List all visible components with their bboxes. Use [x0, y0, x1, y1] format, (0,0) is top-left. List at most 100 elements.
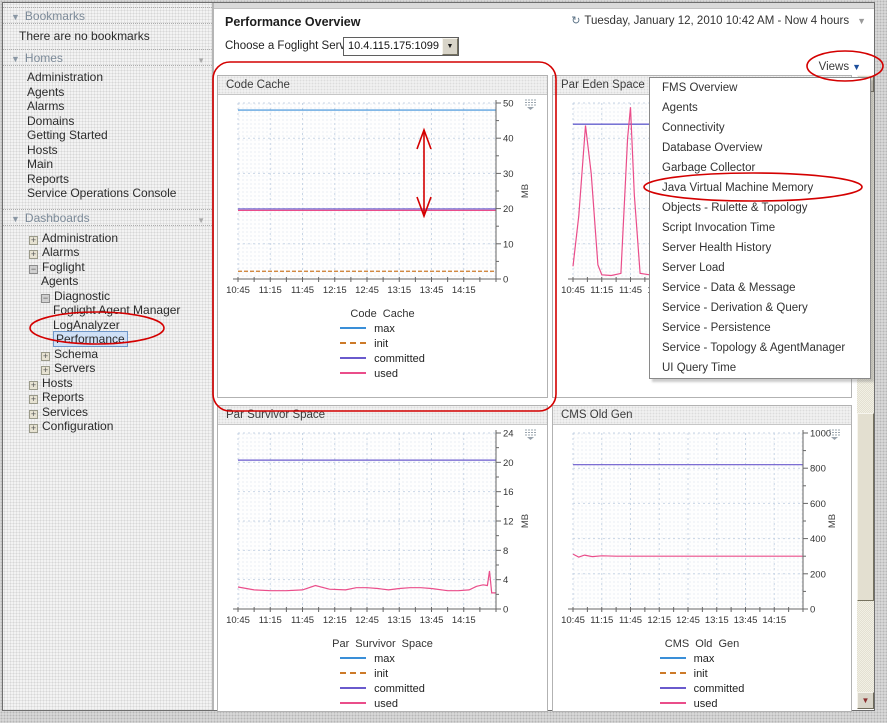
tree-item-diagnostic[interactable]: − Diagnostic	[3, 289, 212, 304]
legend-label: committed	[374, 353, 425, 365]
sidebar-item-alarms[interactable]: Alarms	[27, 99, 65, 113]
sidebar-item-agents[interactable]: Agents	[27, 84, 65, 99]
chart-options-icon[interactable]	[828, 429, 841, 440]
legend: max init committed used	[340, 322, 425, 382]
collapse-arrow-icon: ▼	[11, 12, 20, 22]
menu-item-ui-query-time[interactable]: UI Query Time	[662, 362, 737, 374]
tree-item-loganalyzer[interactable]: LogAnalyzer	[3, 318, 212, 333]
svg-text:11:45: 11:45	[619, 285, 642, 296]
expand-node-icon[interactable]: +	[41, 365, 50, 375]
sidebar-item-domains[interactable]: Domains	[27, 113, 75, 128]
svg-text:12:15: 12:15	[323, 285, 347, 296]
svg-text:13:45: 13:45	[420, 615, 444, 626]
tree-item-servers[interactable]: + Servers	[3, 361, 212, 376]
expand-node-icon[interactable]: +	[29, 423, 38, 433]
chart-options-icon[interactable]	[524, 99, 537, 110]
tree-item-performance[interactable]: Performance	[3, 331, 212, 347]
menu-item-service-derivation-query[interactable]: Service - Derivation & Query	[662, 302, 808, 314]
time-range-control[interactable]: ↻ Tuesday, January 12, 2010 10:42 AM - No…	[571, 14, 866, 27]
views-button[interactable]: Views ▼	[819, 61, 861, 73]
legend-entry-committed: committed	[659, 682, 745, 697]
sidebar-item-service-operations-console[interactable]: Service Operations Console	[27, 186, 177, 200]
menu-item-database-overview[interactable]: Database Overview	[662, 142, 763, 154]
legend-label: committed	[693, 683, 745, 695]
chart-options-icon[interactable]	[524, 429, 537, 440]
time-range-icon: ↻	[571, 15, 581, 27]
svg-text:10: 10	[503, 239, 514, 250]
combo-dropdown-icon[interactable]: ▼	[442, 38, 458, 55]
scroll-down-button[interactable]: ▼	[857, 692, 874, 709]
y-axis-unit-label: MB	[827, 514, 838, 528]
server-select-value: 10.4.115.175:1099	[348, 40, 439, 52]
sidebar-item-getting-started[interactable]: Getting Started	[27, 128, 108, 142]
sidebar-item-hosts[interactable]: Hosts	[27, 142, 58, 157]
sidebar-item-main[interactable]: Main	[27, 157, 54, 171]
tree-item-agents[interactable]: Agents	[3, 274, 212, 289]
dashboards-tree: + Administration + Alarms − Foglight Agents − Di…	[3, 226, 212, 442]
menu-item-agents[interactable]: Agents	[662, 102, 698, 114]
expand-node-icon[interactable]: +	[29, 408, 38, 419]
tree-item-alarms[interactable]: + Alarms	[3, 245, 212, 260]
menu-item-objects-rulette-topology[interactable]: Objects - Rulette & Topology	[662, 202, 808, 214]
sidebar-item-reports[interactable]: Reports	[27, 171, 70, 186]
section-header-dashboards[interactable]: ▼ Dashboards ▼	[3, 208, 212, 226]
tree-item-schema[interactable]: + Schema	[3, 347, 212, 362]
expand-node-icon[interactable]: +	[29, 394, 38, 404]
menu-item-service-data-message[interactable]: Service - Data & Message	[662, 282, 796, 294]
menu-item-fms-overview[interactable]: FMS Overview	[662, 82, 738, 94]
tree-item-hosts[interactable]: + Hosts	[3, 376, 212, 391]
menu-item-connectivity[interactable]: Connectivity	[662, 122, 725, 134]
tree-item-label: Alarms	[42, 245, 80, 259]
sidebar-item-administration[interactable]: Administration	[27, 70, 104, 84]
collapse-node-icon[interactable]: −	[29, 263, 38, 274]
time-range-text: Tuesday, January 12, 2010 10:42 AM - Now…	[584, 15, 850, 27]
menu-item-service-persistence[interactable]: Service - Persistence	[662, 322, 771, 334]
expand-node-icon[interactable]: +	[29, 234, 38, 245]
tree-item-foglight-agent-manager[interactable]: Foglight Agent Manager	[3, 303, 212, 318]
chevron-down-icon: ▼	[857, 16, 866, 26]
menu-item-garbage-collector[interactable]: Garbage Collector	[662, 162, 756, 174]
app-window: ▼ Bookmarks There are no bookmarks ▼ Homes…	[2, 2, 875, 712]
list-filter-icon[interactable]: ▼	[197, 56, 205, 65]
menu-item-script-invocation-time[interactable]: Script Invocation Time	[662, 222, 776, 234]
legend-title: Code Cache	[350, 308, 415, 320]
legend-entry-used: used	[340, 367, 425, 382]
legend-swatch	[659, 702, 686, 704]
section-title: Dashboards	[24, 210, 90, 225]
menu-item-java-virtual-machine-memory[interactable]: Java Virtual Machine Memory	[662, 182, 814, 194]
server-select-label: Choose a Foglight Server	[225, 40, 356, 52]
svg-text:20: 20	[503, 204, 514, 215]
server-select[interactable]: 10.4.115.175:1099 ▼	[343, 37, 459, 56]
tree-item-label: Reports	[42, 390, 85, 404]
expand-node-icon[interactable]: +	[29, 249, 38, 259]
legend-swatch	[340, 327, 367, 329]
scrollbar-thumb[interactable]	[857, 413, 874, 601]
svg-text:40: 40	[503, 134, 514, 145]
list-filter-icon[interactable]: ▼	[197, 215, 205, 225]
y-axis-unit-label: MB	[520, 514, 531, 528]
legend-swatch	[659, 687, 686, 689]
menu-item-server-health-history[interactable]: Server Health History	[662, 242, 772, 254]
svg-text:50: 50	[503, 99, 514, 110]
tree-item-services[interactable]: + Services	[3, 405, 212, 420]
tree-item-foglight[interactable]: − Foglight	[3, 260, 212, 275]
legend-swatch	[659, 657, 686, 659]
expand-node-icon[interactable]: +	[41, 350, 50, 361]
menu-item-server-load[interactable]: Server Load	[662, 262, 725, 274]
chart-par-survivor-space: 0 4 8 12 16 20 24 10:45 11:15 11:45 12:15 12:45 13:1…	[218, 425, 547, 711]
menu-item-service-topology-agentmanager[interactable]: Service - Topology & AgentManager	[662, 342, 846, 354]
svg-text:1000: 1000	[810, 429, 831, 440]
legend-title: CMS Old Gen	[664, 638, 740, 650]
tree-item-administration[interactable]: + Administration	[3, 231, 212, 246]
chart-canvas: 0 10 20 30 40 50 10:45 11:15 11:45 12:15 12:45 13:1…	[226, 99, 531, 297]
expand-node-icon[interactable]: +	[29, 379, 38, 390]
tree-item-configuration[interactable]: + Configuration	[3, 419, 212, 434]
svg-text:20: 20	[503, 458, 514, 469]
svg-text:10:45: 10:45	[226, 285, 250, 296]
collapse-node-icon[interactable]: −	[41, 292, 50, 303]
tree-item-reports[interactable]: + Reports	[3, 390, 212, 405]
section-header-homes[interactable]: ▼ Homes ▼	[3, 49, 212, 66]
panel-title: Par Survivor Space	[218, 406, 547, 425]
svg-text:13:15: 13:15	[387, 615, 411, 626]
section-header-bookmarks[interactable]: ▼ Bookmarks	[3, 7, 212, 24]
